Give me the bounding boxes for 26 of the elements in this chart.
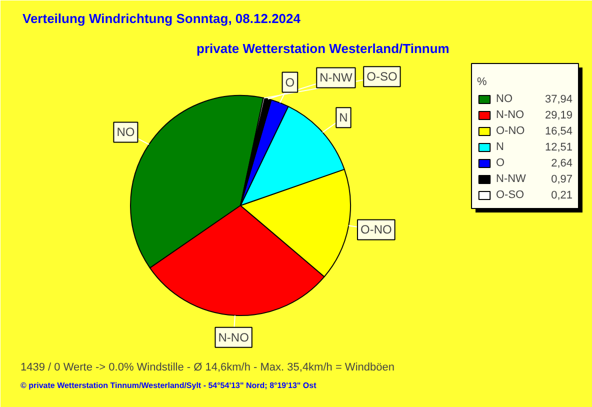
slice-label: O	[285, 75, 295, 90]
chart-title: Verteilung Windrichtung Sonntag, 08.12.2024	[22, 11, 302, 26]
slice-label: O-SO	[366, 70, 398, 84]
slice-label: O-NO	[360, 222, 392, 237]
data-label: 37,94	[544, 94, 573, 106]
text: 1439 / 0 Werte -> 0.0% Windstille - Ø 14,6km/h - Max. 35,4km/h = Windböen	[20, 362, 394, 374]
slice-label: N	[339, 110, 348, 125]
text: © private Wetterstation Tinnum/Westerland/Sylt - 54°54'13" Nord; 8°19'13" Ost	[20, 381, 317, 390]
data-label: 29,19	[544, 110, 573, 122]
legend-title: %	[477, 76, 488, 88]
legend-label: N-NW	[496, 173, 526, 185]
legend-label: NO	[496, 93, 512, 105]
slice-label: N-NO	[218, 330, 249, 344]
legend-label: O	[496, 157, 505, 169]
data-label: 0,21	[551, 190, 573, 202]
chart-subtitle: private Wetterstation Westerland/Tinnum	[196, 41, 450, 56]
legend-label: O-SO	[496, 189, 524, 201]
data-label: 16,54	[544, 126, 573, 138]
data-label: 12,51	[544, 142, 573, 154]
legend-label: N	[496, 141, 504, 153]
data-label: 0,97	[551, 174, 573, 186]
data-label: 2,64	[551, 158, 573, 170]
slice-label: NO	[116, 125, 135, 140]
slice-label: N-NW	[320, 70, 353, 85]
legend-label: N-NO	[496, 109, 524, 121]
legend-label: O-NO	[496, 125, 525, 137]
